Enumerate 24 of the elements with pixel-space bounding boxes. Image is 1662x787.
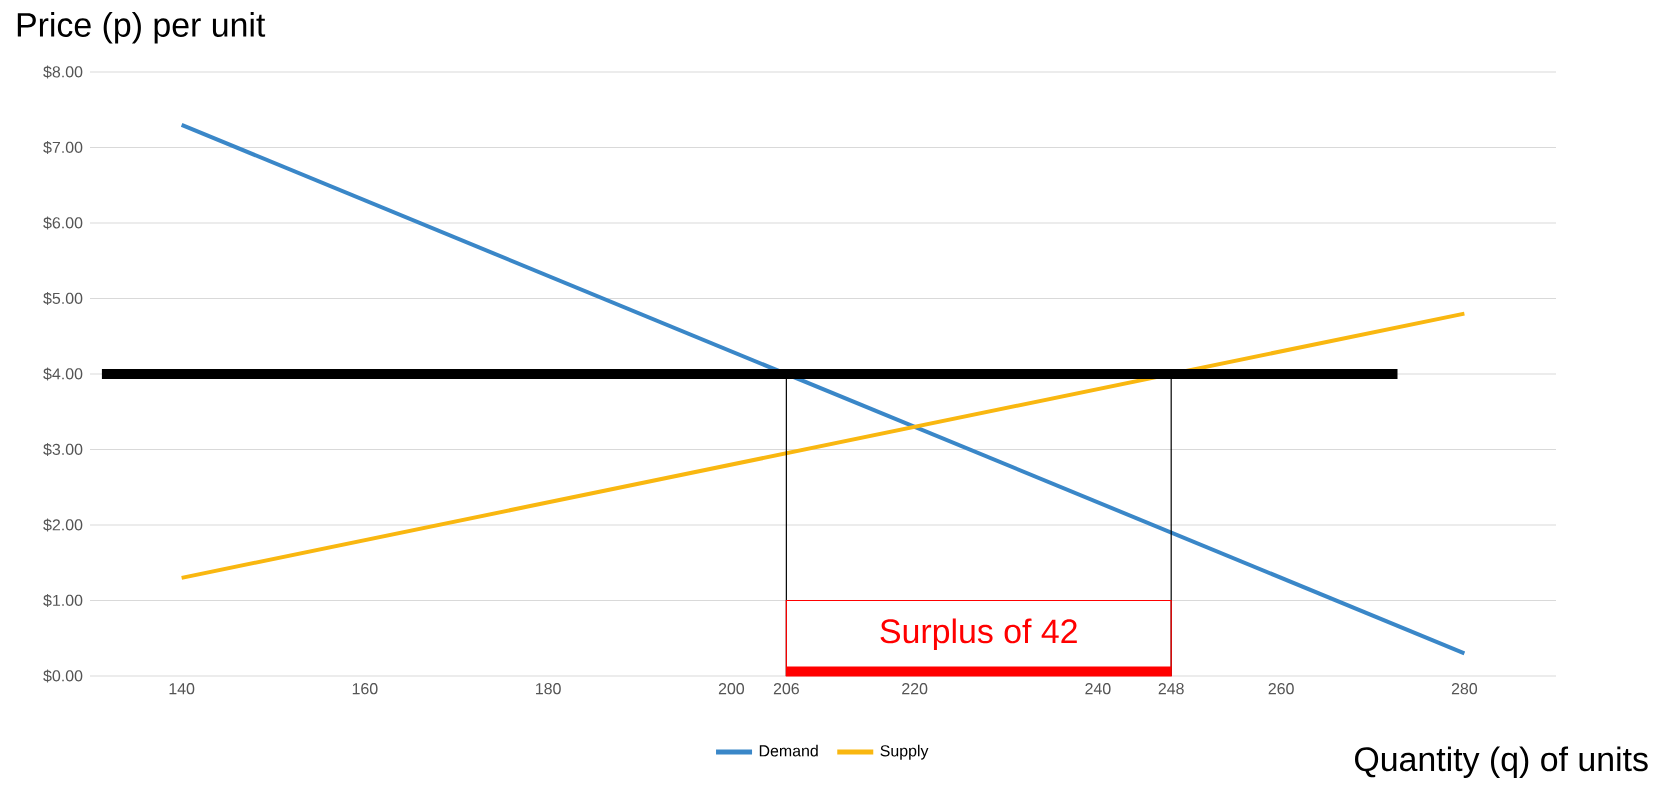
- x-tick-label: 220: [902, 683, 928, 695]
- y-tick-label: $7.00: [43, 141, 83, 154]
- x-axis-title: Quantity (q) of units: [1354, 746, 1648, 778]
- x-tick-label: 180: [536, 683, 561, 695]
- y-tick-label: $8.00: [43, 65, 83, 79]
- y-tick-label: $5.00: [43, 292, 83, 305]
- x-tick-label: 248: [1158, 683, 1184, 695]
- x-tick-label: 160: [352, 683, 378, 695]
- y-tick-label: $0.00: [43, 669, 83, 683]
- annotation: Surplus of 42: [880, 618, 1077, 651]
- y-tick-label: $4.00: [43, 367, 83, 381]
- legend-label: Supply: [880, 744, 929, 760]
- y-tick-label: $2.00: [43, 518, 83, 532]
- y-tick-label: $6.00: [43, 216, 83, 230]
- x-tick-label: 200: [718, 683, 745, 695]
- x-tick-label: 280: [1451, 683, 1478, 695]
- x-tick-label: 240: [1085, 683, 1111, 695]
- legend-label: Demand: [759, 744, 818, 757]
- y-axis-title: Price (p) per unit: [17, 12, 266, 44]
- x-tick-label: 206: [773, 683, 799, 695]
- y-tick-label: $1.00: [43, 594, 83, 607]
- y-tick-label: $3.00: [43, 443, 83, 456]
- x-tick-label: 140: [169, 683, 195, 695]
- x-tick-label: 260: [1268, 683, 1294, 695]
